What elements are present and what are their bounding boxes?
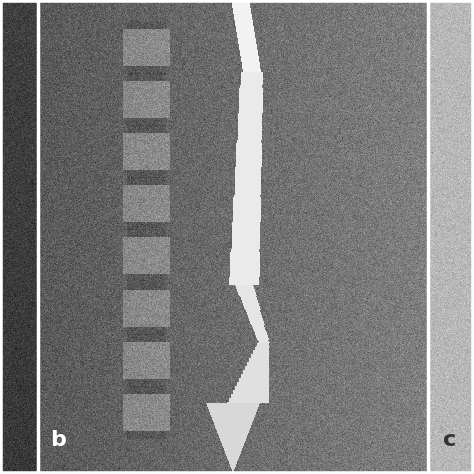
Text: b: b bbox=[50, 430, 66, 450]
Text: c: c bbox=[443, 430, 456, 450]
